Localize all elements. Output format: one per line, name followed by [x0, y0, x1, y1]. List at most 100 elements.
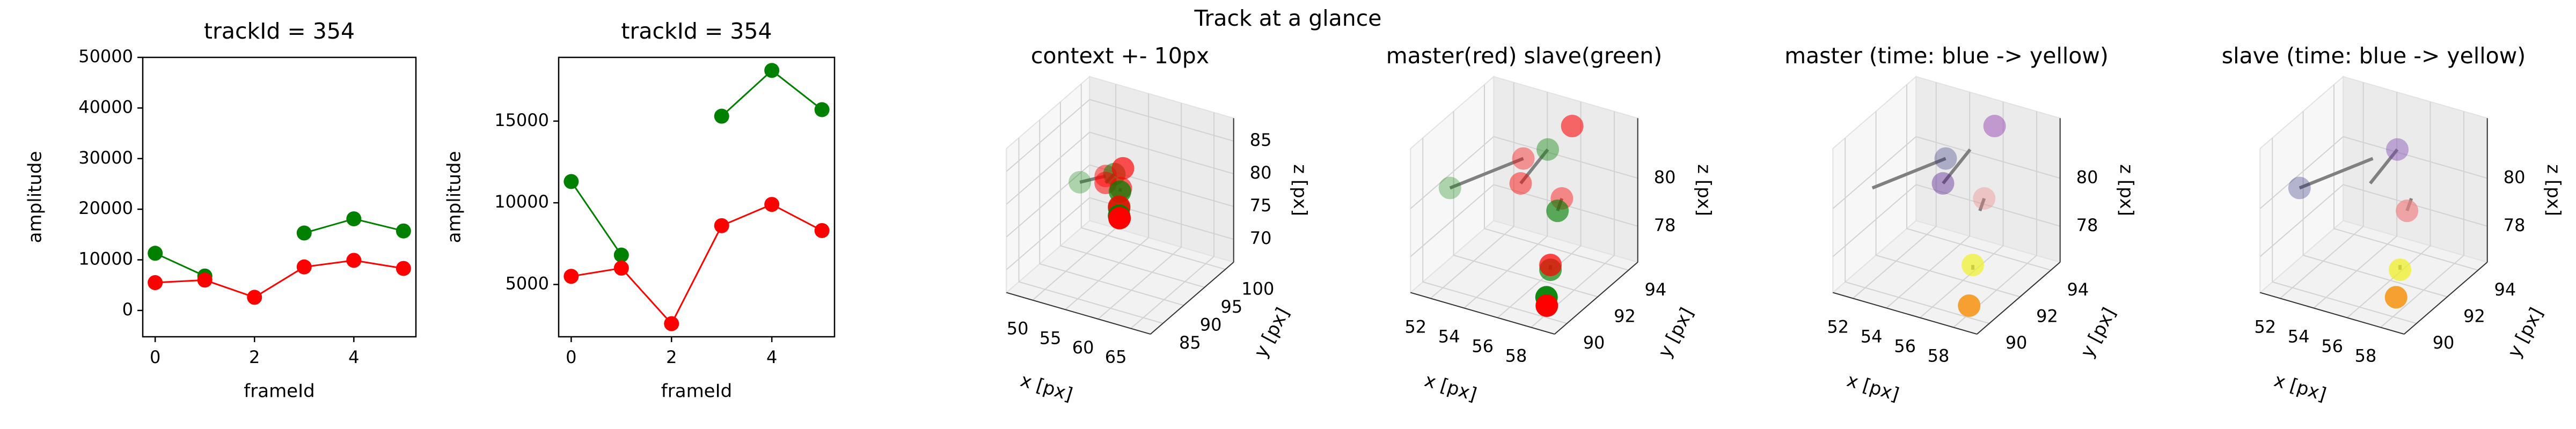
grid-line [1018, 138, 1163, 324]
y-tick-label: 20000 [78, 198, 133, 218]
grid-line [1875, 111, 2021, 298]
point [613, 247, 629, 263]
y-tick-label: 85 [1179, 332, 1201, 353]
point [1958, 294, 1981, 317]
chart-title: master (time: blue -> yellow) [1784, 43, 2109, 69]
point [396, 223, 411, 239]
link [2369, 148, 2399, 184]
grid-line [1410, 184, 1638, 257]
y-tick-label: 90 [2006, 332, 2028, 353]
chart-title: trackId = 354 [621, 18, 772, 44]
z-tick-label: 80 [2076, 167, 2098, 187]
y-tick-label: 94 [2067, 279, 2089, 300]
grid-line [1422, 138, 1567, 324]
x-tick-label: 60 [1072, 337, 1094, 358]
point [714, 108, 729, 124]
x-axis-line [1410, 292, 1555, 335]
grid-line [1065, 93, 1150, 310]
grid-line [2272, 138, 2417, 324]
grid-line [1484, 84, 1629, 271]
x-tick-label: 52 [1827, 316, 1849, 337]
y-axis-line [1150, 262, 1234, 335]
chart-title: master(red) slave(green) [1386, 43, 1663, 69]
point [148, 275, 163, 291]
figure-title: Track at a glance [1194, 5, 1381, 31]
point [1983, 115, 2006, 138]
link [1871, 157, 1946, 190]
grid-line [1130, 112, 1215, 329]
z-tick-label: 80 [1250, 162, 1272, 183]
y-tick-label: 10000 [494, 191, 549, 212]
grid-line [1845, 138, 1989, 324]
point [564, 174, 579, 189]
x-tick-label: 56 [1472, 336, 1494, 356]
z-tick-label: 85 [1250, 130, 1272, 150]
link [1942, 148, 1972, 184]
chart-title: slave (time: blue -> yellow) [2222, 43, 2526, 69]
grid-line [1080, 84, 1226, 270]
point [814, 223, 830, 238]
y-tick-label: 40000 [78, 97, 133, 117]
grid-line [1531, 111, 1615, 328]
z-tick-label: 80 [1654, 167, 1676, 187]
link [1449, 157, 1524, 190]
grid-line [1039, 120, 1184, 306]
grid-line [2346, 101, 2431, 319]
grid-line [1410, 136, 1638, 209]
grid-line [1853, 82, 1937, 299]
x-tick-label: 0 [566, 347, 576, 367]
point [2396, 199, 2419, 223]
y-tick-label: 92 [2036, 306, 2058, 326]
grid-line [2259, 184, 2487, 257]
y-tick-label: 90 [2433, 332, 2455, 353]
point [814, 102, 830, 117]
y-axis-line [2404, 262, 2488, 335]
grid-line [1953, 111, 2037, 328]
point [714, 218, 729, 233]
point [1536, 138, 1560, 161]
grid-line [1006, 197, 1234, 270]
z-tick-label: 75 [1250, 195, 1272, 216]
x-axis-line [2260, 292, 2404, 335]
z-tick-label: 78 [1654, 215, 1676, 235]
point [2288, 176, 2311, 199]
z-axis-label: z [px] [1693, 164, 1715, 216]
z-axis-label: z [px] [2543, 164, 2564, 216]
grid-line [1832, 136, 2060, 209]
link [2299, 157, 2374, 190]
link [1978, 197, 1986, 212]
point [1108, 206, 1131, 230]
y-tick-label: 30000 [78, 147, 133, 168]
chart-panel: master(red) slave(green) 52 54 56 58 90 92 94 78… [1386, 43, 1715, 406]
x-tick-label: 54 [1861, 326, 1883, 346]
x-tick-label: 58 [1928, 345, 1950, 366]
chart-panel: trackId = 354 0 10000 20000 30000 40000 50000 0… [25, 18, 417, 402]
series-line [571, 203, 823, 326]
z-axis-label: z [px] [2116, 164, 2137, 216]
grid-line [2380, 111, 2464, 328]
chart-panel: master (time: blue -> yellow) 52 54 56 58 90 9… [1784, 43, 2137, 406]
y-tick-label: 10000 [78, 249, 133, 269]
x-tick-label: 58 [2355, 345, 2377, 366]
x-tick-label: 4 [348, 347, 359, 367]
point [1111, 157, 1135, 180]
point [1546, 199, 1569, 223]
point [764, 63, 780, 78]
z-tick-label: 78 [2076, 215, 2098, 235]
y-axis-line [1554, 262, 1638, 335]
x-tick-label: 54 [1438, 326, 1460, 346]
y-tick-label: 50000 [78, 46, 133, 66]
x-tick-label: 56 [2321, 336, 2343, 356]
link [1519, 148, 1549, 184]
point [1069, 171, 1092, 194]
grid-line [1497, 101, 1582, 319]
y-tick-label: 94 [2494, 279, 2516, 300]
chart-title: context +- 10px [1031, 43, 1209, 69]
grid-line [1060, 101, 1205, 288]
point [296, 225, 312, 241]
y-tick-label: 90 [1200, 314, 1222, 335]
point [1962, 254, 1985, 277]
x-tick-label: 0 [150, 347, 160, 367]
